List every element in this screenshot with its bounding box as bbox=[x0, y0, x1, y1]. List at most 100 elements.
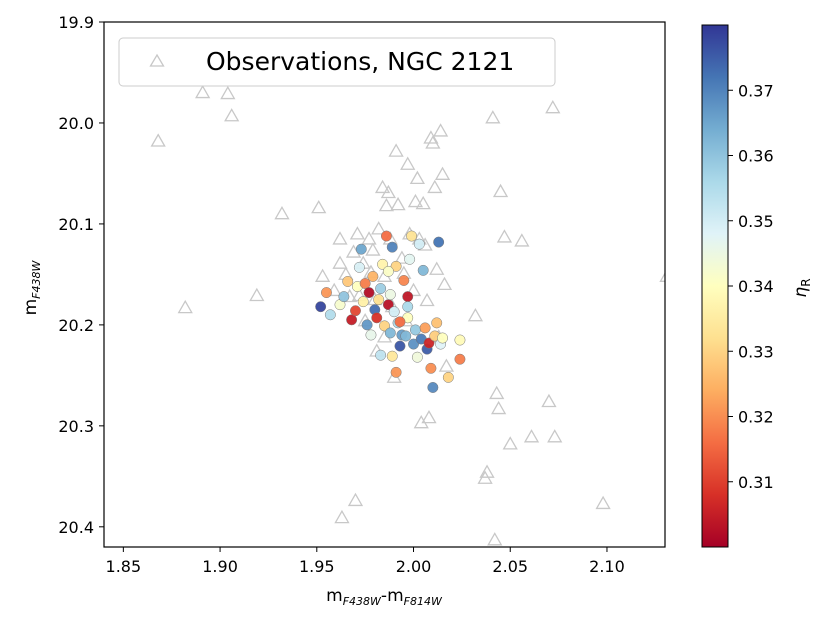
model-point bbox=[342, 276, 354, 287]
observation-point bbox=[514, 233, 530, 247]
x-axis-ticks: 1.85 1.90 1.95 2.00 2.05 2.10 bbox=[106, 547, 625, 576]
model-point bbox=[425, 362, 437, 374]
model-point bbox=[359, 278, 371, 289]
model-point bbox=[402, 291, 414, 303]
model-point bbox=[442, 371, 454, 383]
model-point bbox=[402, 301, 414, 313]
legend-triangle-marker bbox=[149, 53, 165, 67]
observation-point bbox=[419, 292, 435, 307]
model-point bbox=[384, 327, 396, 339]
observation-point bbox=[595, 495, 611, 510]
model-point bbox=[437, 332, 448, 344]
model-point bbox=[404, 253, 416, 265]
model-point bbox=[367, 270, 379, 282]
model-point bbox=[379, 320, 390, 332]
observation-point bbox=[347, 492, 364, 507]
observation-point bbox=[467, 307, 484, 322]
x-tick-label: 2.00 bbox=[396, 557, 432, 576]
colorbar-tick-label: 0.34 bbox=[738, 277, 774, 296]
observation-point bbox=[274, 206, 290, 220]
colorbar-tick-label: 0.33 bbox=[738, 342, 774, 361]
observation-point bbox=[349, 226, 366, 240]
y-tick-label: 20.1 bbox=[58, 215, 94, 234]
model-point bbox=[321, 287, 332, 299]
model-point bbox=[324, 309, 336, 321]
observation-point bbox=[311, 199, 327, 214]
colorbar-tick-label: 0.36 bbox=[738, 147, 774, 166]
model-point bbox=[431, 317, 443, 329]
y-tick-label: 20.4 bbox=[58, 518, 94, 537]
model-point bbox=[346, 314, 358, 326]
observation-point bbox=[545, 100, 561, 114]
observation-point bbox=[423, 130, 439, 144]
model-point bbox=[417, 264, 429, 276]
observation-point bbox=[436, 276, 453, 291]
x-tick-label: 1.90 bbox=[202, 557, 238, 576]
colorbar-tick-label: 0.35 bbox=[738, 212, 774, 231]
observation-point bbox=[365, 242, 381, 256]
model-point bbox=[382, 265, 394, 277]
model-point bbox=[410, 324, 421, 336]
legend-label: Observations, NGC 2121 bbox=[206, 47, 514, 76]
observation-point bbox=[314, 268, 331, 282]
model-point bbox=[454, 353, 466, 365]
model-point bbox=[375, 283, 387, 294]
y-axis-ticks: 19.9 20.0 20.1 20.2 20.3 20.4 bbox=[58, 13, 104, 537]
model-point bbox=[408, 338, 419, 350]
model-point bbox=[353, 261, 365, 273]
observation-point bbox=[415, 195, 431, 210]
model-point bbox=[371, 312, 383, 324]
y-tick-label: 20.2 bbox=[58, 316, 94, 335]
model-point bbox=[413, 238, 425, 250]
observation-point bbox=[405, 282, 422, 297]
model-point bbox=[375, 349, 387, 361]
x-tick-label: 2.10 bbox=[589, 557, 625, 576]
observation-point bbox=[438, 358, 455, 372]
model-point bbox=[454, 334, 466, 346]
x-tick-label: 2.05 bbox=[492, 557, 528, 576]
y-axis-label: mF438W bbox=[21, 259, 43, 315]
legend: Observations, NGC 2121 bbox=[118, 37, 556, 87]
observation-point bbox=[409, 170, 426, 185]
model-point bbox=[361, 319, 373, 331]
observation-point bbox=[332, 231, 348, 245]
observation-point bbox=[361, 231, 377, 245]
model-point bbox=[398, 275, 410, 286]
observation-point bbox=[659, 271, 665, 282]
colorbar-tick-label: 0.37 bbox=[738, 81, 774, 100]
model-point bbox=[357, 296, 369, 308]
plot-area bbox=[104, 22, 665, 547]
model-point bbox=[355, 243, 367, 255]
y-tick-label: 20.3 bbox=[58, 417, 94, 436]
plot-frame bbox=[103, 21, 666, 548]
observation-point bbox=[502, 436, 518, 450]
y-tick-label: 19.9 bbox=[58, 13, 94, 32]
x-tick-label: 1.95 bbox=[299, 557, 335, 576]
observation-point bbox=[380, 184, 396, 199]
model-point bbox=[394, 340, 406, 352]
colorbar-ticks: 0.31 0.32 0.33 0.34 0.35 0.36 0.37 bbox=[728, 81, 774, 492]
observation-point bbox=[432, 123, 449, 137]
model-point bbox=[427, 382, 439, 393]
observation-point bbox=[388, 143, 404, 157]
observation-point bbox=[195, 84, 211, 99]
observation-point bbox=[429, 261, 445, 275]
observation-point bbox=[523, 429, 540, 443]
observation-point bbox=[390, 196, 406, 211]
model-point bbox=[388, 306, 400, 318]
colorbar-tick-label: 0.32 bbox=[738, 408, 774, 427]
observation-point bbox=[487, 532, 503, 546]
observation-point bbox=[492, 183, 509, 198]
observation-point bbox=[491, 400, 507, 415]
models-layer bbox=[315, 230, 466, 393]
observation-point bbox=[479, 464, 495, 478]
observation-point bbox=[378, 197, 395, 212]
x-tick-label: 1.85 bbox=[106, 557, 142, 576]
observation-point bbox=[541, 393, 557, 408]
observation-point bbox=[547, 429, 563, 443]
observation-point bbox=[334, 509, 350, 524]
x-axis-label: mF438W-mF814W bbox=[326, 586, 443, 608]
observation-point bbox=[434, 166, 451, 180]
model-point bbox=[394, 316, 406, 328]
